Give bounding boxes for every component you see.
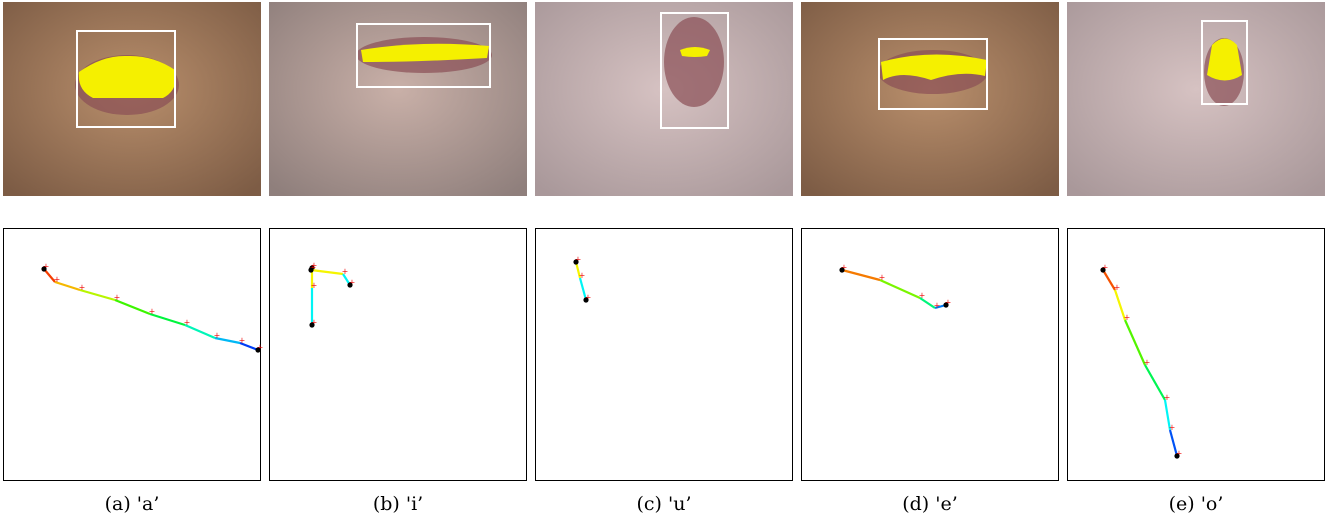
end-point [943, 302, 948, 307]
start-point [839, 267, 844, 272]
marker: + [54, 275, 61, 284]
panel: ++++++(b) 'i’ [269, 2, 527, 515]
start-point [573, 259, 578, 264]
panel: +++++(d) 'e’ [801, 2, 1059, 515]
marker: + [342, 267, 349, 276]
marker: + [934, 301, 941, 310]
caption: (d) 'e’ [902, 493, 958, 515]
marker: + [579, 271, 586, 280]
marker: + [1164, 393, 1171, 402]
trajectory-plot: +++ [536, 229, 793, 481]
trajectory-plot: +++++++++ [4, 229, 264, 481]
end-point [347, 282, 352, 287]
marker: + [1124, 313, 1131, 322]
marker: + [239, 336, 246, 345]
trajectory-plot: +++++ [802, 229, 1059, 481]
panel: +++++++++(a) 'a’ [3, 2, 263, 515]
marker: + [214, 331, 221, 340]
marker: + [919, 291, 926, 300]
mouth [664, 17, 724, 107]
marker: + [311, 281, 318, 290]
photo [1067, 2, 1325, 196]
start-point [41, 266, 46, 271]
caption: (a) 'a’ [105, 493, 160, 515]
marker: + [1144, 358, 1151, 367]
caption: (b) 'i’ [373, 493, 423, 515]
marker: + [1114, 283, 1121, 292]
end-point [255, 347, 260, 352]
photo [269, 2, 527, 196]
photo [801, 2, 1059, 196]
marker: + [114, 293, 121, 302]
end-point [1174, 453, 1179, 458]
panel: +++ (c) 'u’ [535, 2, 793, 515]
plot-frame [536, 229, 793, 481]
start-point [1100, 267, 1105, 272]
lip-region [680, 47, 710, 57]
marker: + [879, 273, 886, 282]
plot-frame [270, 229, 527, 481]
trajectory-plot: ++++++ [270, 229, 527, 481]
caption: (e) 'o’ [1169, 493, 1224, 515]
panel: +++++++(e) 'o’ [1067, 2, 1325, 515]
figure: +++++++++(a) 'a’++++++(b) 'i’+++(c) 'u’+… [0, 0, 1329, 521]
start-point [308, 267, 313, 272]
marker: + [149, 307, 156, 316]
caption: (c) 'u’ [636, 493, 691, 515]
marker: + [1169, 423, 1176, 432]
marker: + [184, 318, 191, 327]
end-point [583, 297, 588, 302]
marker: + [79, 283, 86, 292]
trajectory-plot: +++++++ [1068, 229, 1325, 481]
photo [535, 2, 793, 196]
end-point [309, 322, 314, 327]
lip-region [1207, 39, 1242, 81]
